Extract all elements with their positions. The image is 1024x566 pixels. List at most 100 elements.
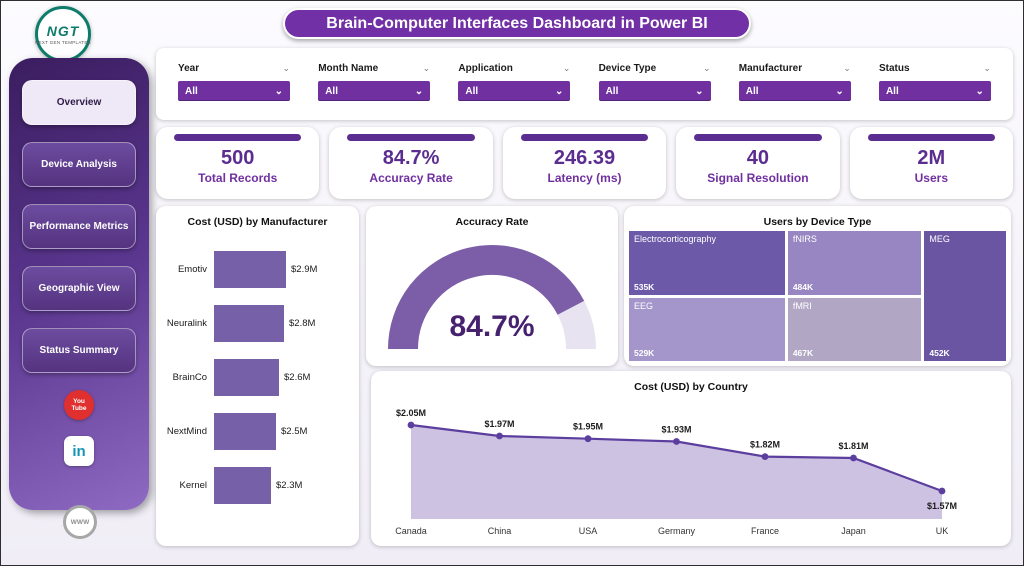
filter-application: Application ⌄ All ⌄ — [458, 61, 571, 120]
area-point[interactable] — [850, 454, 857, 462]
point-value-label: $1.97M — [484, 419, 514, 429]
kpi-label: Accuracy Rate — [369, 171, 453, 185]
bar-value-label: $2.9M — [291, 263, 318, 275]
sidebar-item-overview[interactable]: Overview — [22, 80, 136, 125]
year-filter-dropdown[interactable]: All ⌄ — [178, 81, 290, 101]
kpi-row: 500 Total Records 84.7% Accuracy Rate 24… — [156, 127, 1014, 199]
treemap-column: MEG 452K — [924, 231, 1006, 361]
treemap-plot: Electrocorticography 535K EEG 529K fNIRS… — [629, 231, 1006, 361]
bar-category-label: Neuralink — [166, 317, 207, 329]
logo-text: NGT — [46, 23, 80, 39]
bar[interactable] — [214, 412, 276, 450]
bar[interactable] — [214, 250, 286, 288]
kpi-users: 2M Users — [849, 127, 1014, 199]
cell-value: 484K — [792, 281, 814, 292]
chart-title: Cost (USD) by Country — [634, 381, 748, 393]
website-icon[interactable]: WWW — [63, 505, 97, 539]
treemap-cell-fmri[interactable]: fMRI 467K — [787, 297, 922, 361]
kpi-signal-resolution: 40 Signal Resolution — [676, 127, 840, 199]
point-value-label: $1.81M — [838, 441, 868, 451]
treemap-cell-fnirs[interactable]: fNIRS 484K — [787, 231, 922, 295]
treemap-cell-electrocorticography[interactable]: Electrocorticography 535K — [629, 231, 785, 295]
cell-value: 535K — [634, 281, 655, 292]
bar[interactable] — [214, 466, 271, 504]
gauge-arc-rest — [557, 300, 596, 350]
sidebar: Overview Device Analysis Performance Met… — [9, 58, 149, 510]
bar[interactable] — [214, 304, 284, 342]
cell-name: MEG — [929, 234, 950, 244]
sidebar-item-device-analysis[interactable]: Device Analysis — [22, 142, 136, 187]
bar-row: Neuralink $2.8M — [156, 296, 359, 350]
manufacturer-filter-dropdown[interactable]: All ⌄ — [738, 81, 851, 101]
area-point[interactable] — [584, 435, 592, 443]
sidebar-item-geographic-view[interactable]: Geographic View — [22, 266, 136, 311]
kpi-value: 246.39 — [553, 147, 616, 169]
treemap-cell-eeg[interactable]: EEG 529K — [629, 297, 785, 361]
x-axis-label: USA — [579, 526, 598, 536]
bar-value-label: $2.3M — [276, 479, 303, 491]
filter-value: All — [465, 85, 479, 97]
filter-value: All — [605, 85, 619, 97]
sidebar-item-performance-metrics[interactable]: Performance Metrics — [22, 204, 136, 249]
filter-device-type: Device Type ⌄ All ⌄ — [598, 61, 711, 120]
filter-value: All — [185, 85, 198, 97]
kpi-total-records: 500 Total Records — [156, 127, 320, 199]
area-point[interactable] — [407, 421, 415, 429]
filter-value: All — [325, 85, 338, 97]
filter-label: Year — [178, 62, 200, 74]
cell-name: fNIRS — [792, 234, 817, 244]
device-type-filter-dropdown[interactable]: All ⌄ — [598, 81, 711, 101]
area-point[interactable] — [496, 432, 503, 440]
treemap-cell-meg[interactable]: MEG 452K — [924, 231, 1006, 361]
area-point[interactable] — [938, 487, 946, 495]
chevron-down-icon: ⌄ — [835, 85, 844, 97]
filter-value: All — [745, 85, 759, 97]
chevron-down-icon[interactable]: ⌄ — [422, 62, 431, 73]
bar-category-label: Kernel — [179, 479, 207, 491]
treemap-column: fNIRS 484K fMRI 467K — [787, 231, 922, 361]
sidebar-item-status-summary[interactable]: Status Summary — [22, 328, 136, 373]
bar-row: BrainCo $2.6M — [156, 350, 359, 404]
month-filter-dropdown[interactable]: All ⌄ — [318, 81, 431, 101]
kpi-value: 500 — [221, 147, 255, 169]
area-point[interactable] — [673, 438, 680, 445]
linkedin-icon[interactable]: in — [64, 436, 94, 466]
status-filter-dropdown[interactable]: All ⌄ — [878, 81, 991, 101]
gauge-value: 84.7% — [449, 310, 535, 343]
chevron-down-icon: ⌄ — [274, 85, 283, 97]
bar-value-label: $2.8M — [289, 317, 316, 329]
kpi-value: 84.7% — [382, 147, 440, 169]
filter-value: All — [885, 85, 899, 97]
kpi-value: 2M — [917, 147, 946, 169]
chevron-down-icon[interactable]: ⌄ — [703, 62, 711, 73]
x-axis-label: UK — [936, 526, 949, 536]
kpi-latency: 246.39 Latency (ms) — [502, 127, 667, 199]
bar-category-label: NextMind — [166, 425, 207, 437]
chevron-down-icon[interactable]: ⌄ — [983, 62, 991, 73]
chevron-down-icon[interactable]: ⌄ — [843, 62, 851, 73]
accuracy-rate-gauge: Accuracy Rate 84.7% — [366, 206, 618, 366]
chevron-down-icon: ⌄ — [414, 85, 424, 97]
area-point[interactable] — [761, 453, 769, 460]
chevron-down-icon: ⌄ — [554, 85, 564, 97]
chart-title: Cost (USD) by Manufacturer — [187, 216, 328, 228]
youtube-icon[interactable]: You Tube — [64, 390, 94, 420]
cell-name: fMRI — [792, 300, 812, 311]
bar[interactable] — [214, 358, 279, 396]
chevron-down-icon[interactable]: ⌄ — [282, 62, 290, 73]
kpi-value: 40 — [746, 147, 770, 169]
area-chart-plot: $2.05M Canada $1.97M China $1.95M USA $1.93M Ge… — [395, 408, 957, 536]
kpi-accent-bar — [347, 134, 475, 141]
kpi-accent-bar — [173, 134, 302, 141]
cell-value: 452K — [929, 348, 950, 358]
application-filter-dropdown[interactable]: All ⌄ — [458, 81, 571, 101]
filter-bar: Year ⌄ All ⌄ Month Name ⌄ All ⌄ Application ⌄… — [156, 48, 1013, 120]
chevron-down-icon[interactable]: ⌄ — [562, 62, 571, 73]
cell-value: 529K — [634, 348, 655, 358]
bar-row: Emotiv $2.9M — [156, 242, 359, 296]
social-links: You Tube in — [9, 390, 149, 466]
bar-category-label: Emotiv — [177, 263, 207, 275]
cell-name: Electrocorticography — [634, 234, 717, 244]
cost-by-manufacturer-chart: Cost (USD) by Manufacturer Emotiv $2.9M Ne… — [156, 206, 359, 546]
chart-title: Users by Device Type — [763, 216, 872, 228]
